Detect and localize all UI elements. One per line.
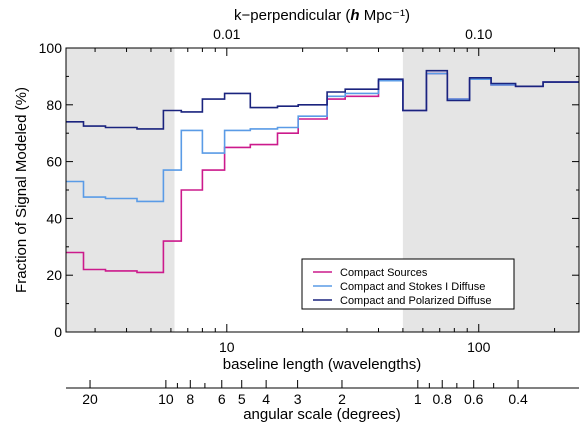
shaded-region-0 (66, 48, 175, 332)
series-line-1 (66, 72, 579, 203)
angular-tick-label-10: 0.6 (464, 391, 484, 407)
x-tick-label-0: 10 (219, 339, 235, 355)
angular-axis-ticks (89, 380, 519, 388)
angular-axis-labels: 20 10 8 6 5 4 3 2 1 0.8 0.6 0.4 (82, 391, 528, 407)
y-axis-title: Fraction of Signal Modeled (%) (13, 87, 30, 293)
angular-tick-label-3: 6 (218, 391, 226, 407)
angular-tick-label-7: 2 (338, 391, 346, 407)
legend-label-0: Compact Sources (340, 267, 428, 279)
angular-tick-label-4: 5 (238, 391, 246, 407)
legend: Compact Sources Compact and Stokes I Diff… (301, 258, 515, 310)
angular-tick-label-9: 0.8 (432, 391, 452, 407)
legend-label-1: Compact and Stokes I Diffuse (340, 281, 485, 293)
angular-tick-label-0: 20 (82, 391, 98, 407)
angular-axis-title: angular scale (degrees) (243, 406, 401, 423)
x-axis-title: baseline length (wavelengths) (223, 356, 421, 373)
series-line-2 (66, 69, 579, 130)
angular-tick-label-2: 8 (186, 391, 194, 407)
axis-ticks (66, 47, 579, 333)
top-axis-title-h: h (350, 7, 359, 24)
top-axis-title: k−perpendicular (h Mpc⁻¹) (234, 7, 410, 24)
y-tick-label-4: 80 (46, 97, 62, 113)
y-tick-label-0: 0 (54, 324, 62, 340)
y-tick-label-5: 100 (39, 40, 63, 56)
top-tick-label-1: 0.10 (465, 26, 492, 42)
y-tick-label-2: 40 (46, 210, 62, 226)
angular-tick-label-1: 10 (158, 391, 174, 407)
tick-labels: 0 20 40 60 80 100 10 100 0.01 0.10 (39, 26, 493, 355)
legend-box (301, 258, 515, 310)
y-tick-label-1: 20 (46, 267, 62, 283)
angular-tick-label-6: 3 (294, 391, 302, 407)
angular-tick-label-5: 4 (262, 391, 270, 407)
angular-tick-label-11: 0.4 (508, 391, 528, 407)
angular-tick-label-8: 1 (414, 391, 422, 407)
legend-label-2: Compact and Polarized Diffuse (340, 295, 491, 307)
x-tick-label-1: 100 (467, 339, 491, 355)
top-tick-label-0: 0.01 (213, 26, 240, 42)
series-lines (66, 69, 579, 274)
y-tick-label-3: 60 (46, 154, 62, 170)
